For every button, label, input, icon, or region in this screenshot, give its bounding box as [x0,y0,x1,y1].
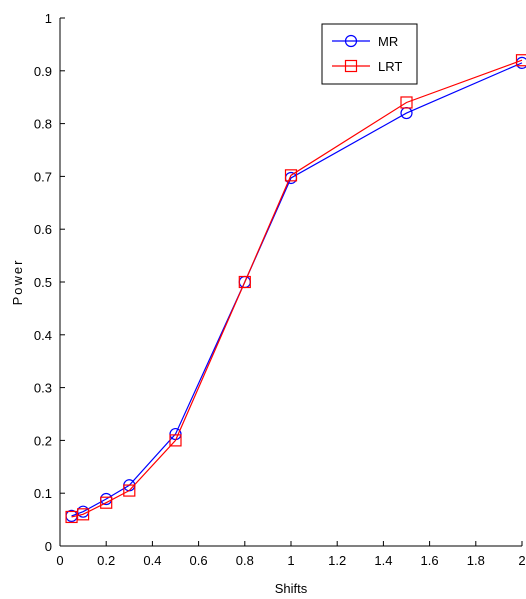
y-tick-label: 0.4 [34,328,52,343]
y-tick-label: 0.1 [34,486,52,501]
series-line-mr [71,62,523,517]
data-point-lrt [515,54,526,67]
legend-box [321,23,418,85]
x-tick-label: 1.2 [328,553,346,568]
data-point-lrt [238,275,251,289]
y-tick-label: 0.3 [34,381,52,396]
y-tick-label: 0.5 [34,275,52,290]
y-axis-title: Power [10,259,25,306]
y-tick-label: 0.2 [34,433,52,448]
y-tick-label: 0.7 [34,169,52,184]
legend-marker-mr [344,34,358,48]
data-point-lrt [400,96,413,109]
y-tick-label: 0.8 [34,117,52,132]
x-tick-label: 1.6 [421,553,439,568]
x-tick-label: 2 [518,553,525,568]
series-layer [65,54,526,524]
axes-layer [59,18,522,547]
legend-marker-lrt [344,59,358,73]
legend-label-lrt: LRT [378,59,402,74]
data-point-lrt [169,434,182,447]
x-tick-label: 0 [56,553,63,568]
x-tick-label: 0.8 [236,553,254,568]
y-tick-label: 0.6 [34,222,52,237]
x-axis-title: Shifts [275,581,308,596]
y-tick-label: 1 [45,11,52,26]
series-line-lrt [71,59,523,518]
legend: MR LRT [321,23,418,85]
x-tick-label: 1.8 [467,553,485,568]
data-point-lrt [284,169,298,182]
data-point-lrt [76,508,90,521]
legend-label-mr: MR [378,34,398,49]
y-tick-label: 0.9 [34,64,52,79]
x-tick-label: 0.6 [190,553,208,568]
x-tick-label: 1.4 [374,553,392,568]
x-tick-label: 0.2 [97,553,115,568]
data-point-lrt [100,496,113,509]
data-point-lrt [123,484,136,497]
ticks-layer: 0 0.2 0.4 0.6 0.8 1 1.2 1.4 1.6 1.8 2 0 0.1 0.2 0.3 0.4… [34,11,526,568]
x-tick-label: 0.4 [143,553,161,568]
y-tick-label: 0 [45,539,52,554]
x-tick-label: 1 [287,553,294,568]
